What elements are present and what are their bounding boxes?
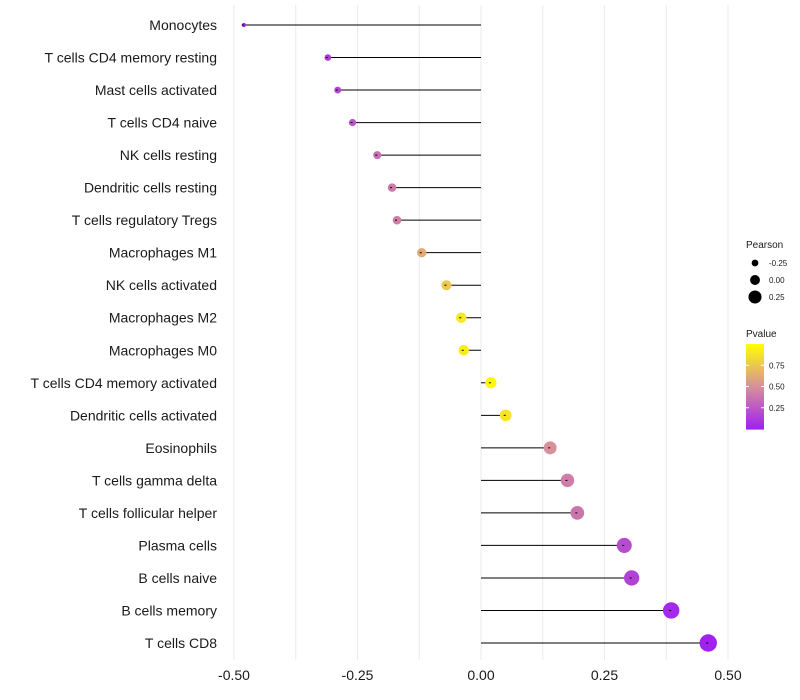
size-legend-dot — [750, 275, 760, 285]
x-tick-label: 0.00 — [467, 667, 494, 683]
colorbar-segment — [746, 380, 764, 383]
category-label: T cells follicular helper — [79, 505, 218, 521]
size-legend-dot — [748, 290, 762, 304]
colorbar-segment — [746, 354, 764, 358]
colorbar-segment — [746, 386, 764, 390]
colorbar-segment — [746, 401, 764, 405]
category-label: T cells CD8 — [145, 635, 217, 651]
colorbar-segment — [746, 344, 764, 347]
colorbar-segment — [746, 358, 764, 362]
category-label: T cells CD4 memory resting — [45, 50, 217, 66]
size-legend-label: 0.00 — [769, 276, 785, 285]
lollipop-point — [560, 473, 575, 488]
category-label: Macrophages M0 — [109, 342, 217, 358]
colorbar-segment — [746, 424, 764, 428]
colorbar-segment — [746, 348, 764, 351]
category-label: B cells naive — [138, 570, 217, 586]
colorbar-segment — [746, 388, 764, 392]
colorbar-segment — [746, 426, 764, 430]
colorbar-segment — [746, 350, 764, 354]
category-label: T cells gamma delta — [92, 472, 217, 488]
x-tick-label: 0.25 — [591, 667, 618, 683]
size-legend-label: 0.25 — [769, 293, 785, 302]
colorbar-segment — [746, 373, 764, 377]
category-label: Macrophages M1 — [109, 245, 217, 261]
colorbar-segment — [746, 414, 764, 417]
category-label: T cells regulatory Tregs — [72, 212, 217, 228]
colorbar-segment — [746, 422, 764, 426]
colorbar-segment — [746, 403, 764, 407]
colorbar-segment — [746, 382, 764, 385]
colorbar-segment — [746, 346, 764, 349]
colorbar-segment — [746, 375, 764, 379]
colorbar-segment — [746, 367, 764, 371]
category-label: B cells memory — [121, 602, 217, 618]
size-legend-title: Pearson — [746, 240, 783, 251]
size-legend-dot — [751, 259, 759, 267]
colorbar-segment — [746, 352, 764, 356]
lollipop-point — [543, 441, 557, 455]
x-tick-label: 0.50 — [714, 667, 741, 683]
colorbar-segment — [746, 407, 764, 411]
colorbar-segment — [746, 409, 764, 413]
size-legend-label: -0.25 — [769, 259, 788, 268]
category-label: T cells CD4 memory activated — [31, 375, 217, 391]
category-label: Dendritic cells resting — [84, 180, 217, 196]
colorbar-segment — [746, 371, 764, 375]
category-label: Plasma cells — [138, 537, 217, 553]
x-tick-label: -0.50 — [218, 667, 250, 683]
category-label: Macrophages M2 — [109, 310, 217, 326]
colorbar-segment — [746, 361, 764, 364]
colorbar-tick-label: 0.50 — [769, 383, 785, 392]
colorbar-segment — [746, 420, 764, 424]
colorbar-segment — [746, 384, 764, 388]
colorbar-segment — [746, 405, 764, 409]
category-label: Eosinophils — [145, 440, 217, 456]
colorbar-segment — [746, 390, 764, 394]
colorbar-segment — [746, 356, 764, 360]
category-label: Mast cells activated — [95, 82, 217, 98]
colorbar-tick-label: 0.25 — [769, 404, 785, 413]
colorbar-segment — [746, 369, 764, 373]
colorbar-tick-label: 0.75 — [769, 361, 785, 370]
colorbar-segment — [746, 418, 764, 422]
colorbar-segment — [746, 392, 764, 396]
category-label: Dendritic cells activated — [70, 407, 217, 423]
colorbar-segment — [746, 412, 764, 415]
category-label: NK cells activated — [106, 277, 217, 293]
colorbar-segment — [746, 397, 764, 400]
colorbar-segment — [746, 395, 764, 398]
colorbar-segment — [746, 416, 764, 419]
colorbar-segment — [746, 378, 764, 381]
color-legend-title: Pvalue — [746, 329, 777, 340]
x-tick-label: -0.25 — [342, 667, 374, 683]
category-label: NK cells resting — [120, 147, 217, 163]
category-label: Monocytes — [149, 17, 217, 33]
category-label: T cells CD4 naive — [108, 115, 218, 131]
lollipop-point — [387, 183, 397, 192]
colorbar-segment — [746, 365, 764, 368]
colorbar-segment — [746, 399, 764, 402]
colorbar-segment — [746, 363, 764, 366]
